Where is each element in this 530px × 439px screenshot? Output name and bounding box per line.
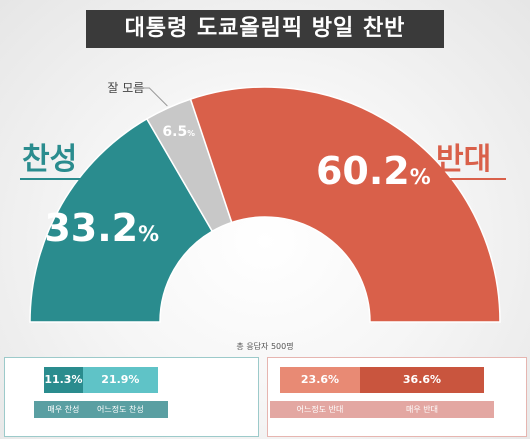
unknown-callout-label: 잘 모름 (107, 81, 144, 95)
oppose-bar-0: 23.6% (280, 367, 360, 393)
chart-title: 대통령 도쿄올림픽 방일 찬반 (86, 10, 444, 48)
total-respondents: 총 응답자 500명 (236, 342, 294, 351)
oppose-slice (189, 86, 501, 323)
oppose-caption-0: 어느정도 반대 (296, 405, 344, 414)
approve-label: 찬성 (22, 142, 78, 177)
oppose-value-label: 60.2% (315, 149, 431, 194)
approve-caption-1: 어느정도 찬성 (97, 405, 144, 414)
approve-value-label: 33.2% (44, 206, 160, 251)
oppose-caption-1: 매우 반대 (405, 405, 438, 414)
oppose-underline (434, 178, 506, 180)
approve-slice (29, 117, 214, 323)
approve-bar-0: 11.3% (44, 367, 83, 393)
oppose-bar-1: 36.6% (359, 367, 484, 393)
approve-bar-1: 21.9% (82, 367, 158, 393)
unknown-callout-line (133, 87, 168, 107)
approve-caption-bar: 매우 찬성 어느정도 찬성 (34, 401, 168, 418)
oppose-caption-bar: 어느정도 반대 매우 반대 (270, 401, 494, 418)
approve-underline (20, 178, 90, 180)
oppose-label: 반대 (436, 142, 492, 177)
approve-caption-0: 매우 찬성 (47, 405, 80, 414)
unknown-value-label: 6.5% (162, 123, 195, 140)
